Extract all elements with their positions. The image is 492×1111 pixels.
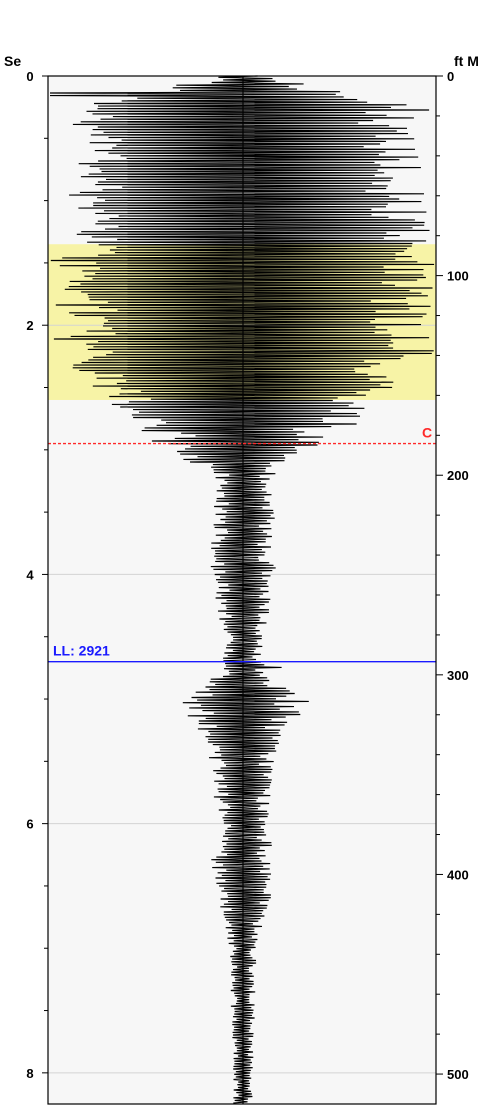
ll-marker-label: LL: 2921: [53, 643, 110, 659]
left-tick-label: 6: [26, 817, 33, 832]
c-marker-label: C: [422, 425, 432, 441]
right-tick-label: 0: [447, 69, 454, 84]
left-axis: Se 0 2 4 6 8: [4, 53, 48, 1081]
plot-frame: [47, 75, 437, 1105]
right-tick-label: 300: [447, 668, 469, 683]
right-tick-label: 100: [447, 269, 469, 284]
right-tick-label: 400: [447, 867, 469, 882]
left-tick-label: 2: [26, 318, 33, 333]
left-tick-label: 8: [26, 1066, 33, 1081]
trace-line: [49, 75, 435, 1104]
log-track: C LL: 2921: [47, 75, 437, 1105]
left-axis-title: Se: [4, 53, 21, 69]
right-axis-title: ft M: [454, 53, 479, 69]
right-tick-label: 500: [447, 1067, 469, 1082]
right-tick-label: 200: [447, 468, 469, 483]
left-tick-label: 0: [26, 69, 33, 84]
right-axis: ft M 0 100 200 300 400 500: [436, 53, 479, 1082]
left-tick-label: 4: [26, 567, 34, 582]
